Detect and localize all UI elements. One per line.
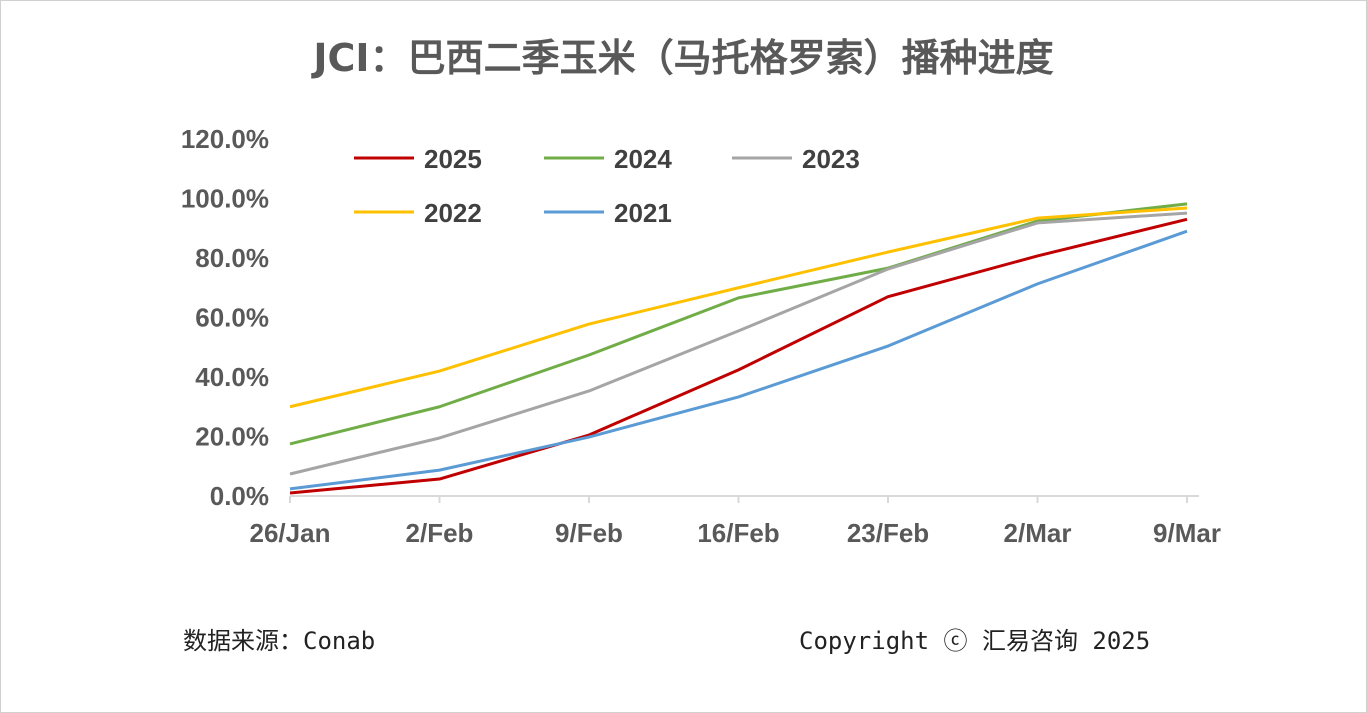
series-line-2023	[289, 211, 1188, 476]
series-line-2022	[289, 206, 1188, 409]
series-line-2024	[289, 202, 1188, 446]
y-tick-label: 80.0%	[195, 243, 269, 273]
legend-label-2022: 2022	[424, 198, 482, 228]
x-tick-label: 16/Feb	[697, 518, 779, 548]
x-tick-label: 23/Feb	[847, 518, 929, 548]
y-tick-label: 100.0%	[181, 184, 269, 214]
legend-label-2021: 2021	[614, 198, 672, 228]
x-tick-label: 9/Feb	[555, 518, 623, 548]
y-tick-label: 20.0%	[195, 422, 269, 452]
legend-label-2025: 2025	[424, 144, 482, 174]
y-tick-label: 120.0%	[181, 124, 269, 154]
x-tick-label: 26/Jan	[250, 518, 331, 548]
source-note: 数据来源：Conab	[183, 627, 376, 655]
legend-label-2024: 2024	[614, 144, 672, 174]
y-tick-label: 0.0%	[210, 481, 269, 511]
y-tick-label: 40.0%	[195, 362, 269, 392]
copyright-note: Copyright ⓒ 汇易咨询 2025	[799, 627, 1151, 655]
series-line-2025	[289, 217, 1188, 495]
x-tick-label: 2/Mar	[1004, 518, 1072, 548]
x-tick-label: 9/Mar	[1153, 518, 1221, 548]
series-line-2021	[289, 229, 1188, 491]
x-tick-label: 2/Feb	[406, 518, 474, 548]
y-tick-label: 60.0%	[195, 303, 269, 333]
chart-title: JCI：巴西二季玉米（马托格罗索）播种进度	[313, 36, 1054, 80]
legend-label-2023: 2023	[802, 144, 860, 174]
